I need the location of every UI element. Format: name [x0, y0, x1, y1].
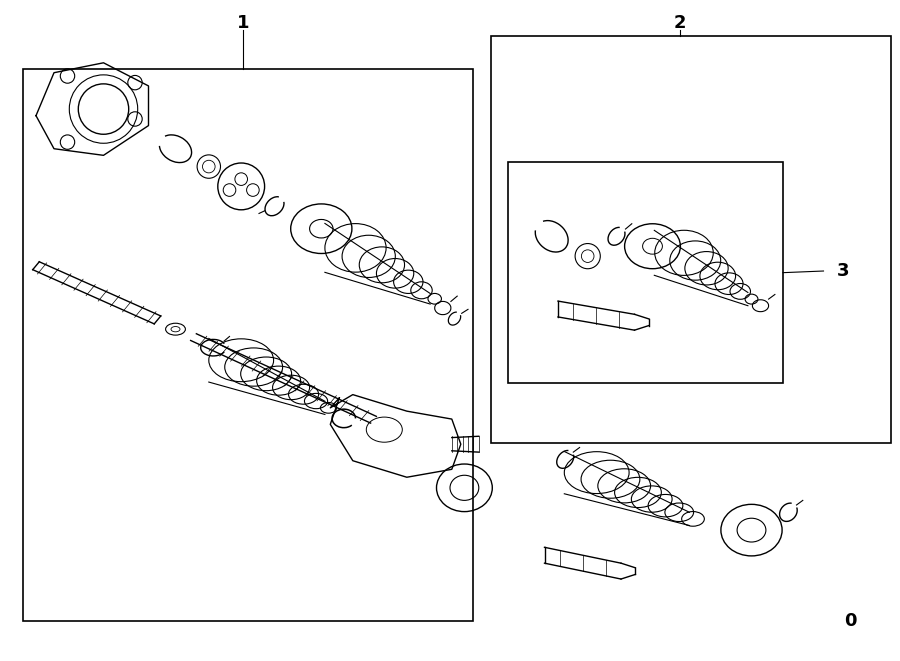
- Bar: [508, 162, 783, 383]
- Bar: [22, 69, 472, 621]
- Bar: [491, 36, 891, 443]
- Text: 1: 1: [237, 14, 249, 32]
- Text: 2: 2: [673, 14, 686, 32]
- Text: 0: 0: [844, 612, 857, 631]
- Text: 3: 3: [837, 262, 850, 280]
